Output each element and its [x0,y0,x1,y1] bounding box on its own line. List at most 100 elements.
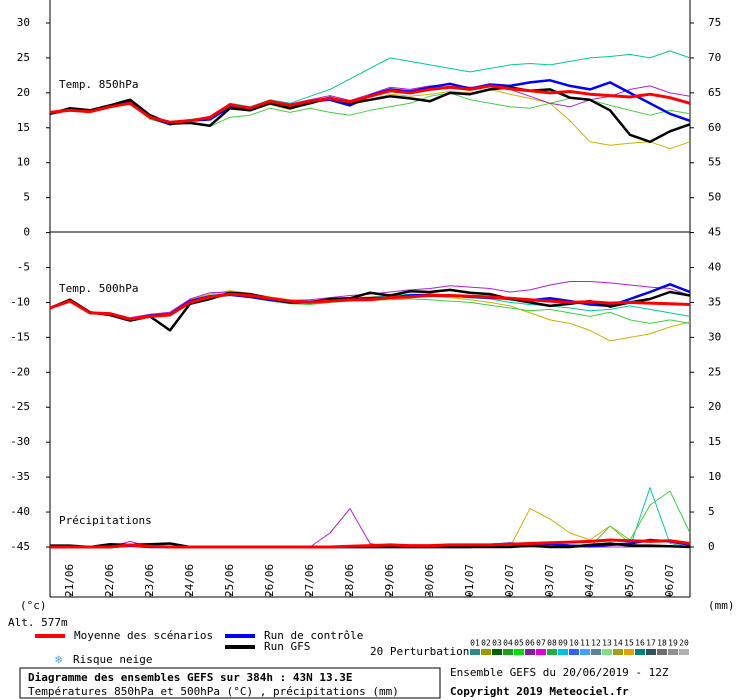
member-label: 07 [536,639,546,648]
y2-tick-label: 15 [708,435,721,448]
member-label: 19 [668,639,678,648]
members-label: 20 Perturbations [370,645,476,658]
y-tick-label: -35 [10,470,30,483]
y-tick-label: 0 [23,226,30,239]
member-swatch [503,649,513,655]
y2-tick-label: 20 [708,400,721,413]
legend-label: Run GFS [264,640,310,653]
x-tick-label: 05/07 [623,564,636,597]
series-line [50,538,691,549]
member-label: 05 [514,639,524,648]
y2-tick-label: 70 [708,51,721,64]
x-tick-label: 25/06 [223,564,236,597]
member-swatch [525,649,535,655]
member-label: 17 [646,639,656,648]
y2-tick-label: 10 [708,470,721,483]
y2-tick-label: 30 [708,330,721,343]
x-tick-label: 30/06 [423,564,436,597]
member-label: 10 [569,639,579,648]
member-label: 12 [591,639,601,648]
y2-tick-label: 40 [708,261,721,274]
y-tick-label: -30 [10,435,30,448]
x-tick-label: 23/06 [143,564,156,597]
member-swatch [569,649,579,655]
panel-label: Précipitations [59,514,152,527]
chart-subtitle: Températures 850hPa et 500hPa (°C) , pré… [28,685,399,698]
member-label: 04 [503,639,513,648]
x-tick-label: 29/06 [383,564,396,597]
chart-title: Diagramme des ensembles GEFS sur 384h : … [28,671,353,684]
y2-tick-label: 25 [708,365,721,378]
y2-tick-label: 35 [708,295,721,308]
y-tick-label: 15 [17,121,30,134]
x-tick-label: 03/07 [543,564,556,597]
x-tick-label: 06/07 [663,564,676,597]
y-tick-label: 20 [17,86,30,99]
member-label: 15 [624,639,634,648]
member-swatch [481,649,491,655]
y-tick-label: 30 [17,16,30,29]
y2-tick-label: 55 [708,156,721,169]
x-tick-label: 21/06 [63,564,76,597]
member-swatch [514,649,524,655]
x-tick-label: 24/06 [183,564,196,597]
y2-tick-label: 45 [708,226,721,239]
title-box [19,667,441,699]
x-tick-label: 26/06 [263,564,276,597]
y-tick-label: -5 [17,261,30,274]
member-label: 06 [525,639,535,648]
member-label: 09 [558,639,568,648]
member-swatch [536,649,546,655]
member-swatch [591,649,601,655]
member-swatch [602,649,612,655]
member-label: 08 [547,639,557,648]
legend-label: Run de contrôle [264,629,363,642]
member-swatch [668,649,678,655]
run-info: Ensemble GEFS du 20/06/2019 - 12Z [450,666,669,679]
member-label: 20 [679,639,689,648]
member-swatch [558,649,568,655]
series-line [49,84,691,124]
y2-tick-label: 50 [708,191,721,204]
y-tick-label: -40 [10,505,30,518]
x-tick-label: 01/07 [463,564,476,597]
member-swatch [624,649,634,655]
y-tick-label: -25 [10,400,30,413]
x-tick-label: 22/06 [103,564,116,597]
member-label: 13 [602,639,612,648]
member-swatch [547,649,557,655]
altitude: Alt. 577m [8,616,68,629]
member-label: 03 [492,639,502,648]
member-label: 02 [481,639,491,648]
member-swatch [470,649,480,655]
y-tick-label: -20 [10,365,30,378]
member-label: 16 [635,639,645,648]
y2-tick-label: 65 [708,86,721,99]
member-label: 18 [657,639,667,648]
member-swatch [580,649,590,655]
series-line [49,281,691,319]
y-tick-label: -15 [10,330,30,343]
x-tick-label: 04/07 [583,564,596,597]
y-tick-label: 25 [17,51,30,64]
member-swatch [646,649,656,655]
snow-icon: ❄ [55,653,62,667]
x-tick-label: 02/07 [503,564,516,597]
member-swatch [679,649,689,655]
y-tick-label: -10 [10,295,30,308]
y2-tick-label: 0 [708,540,715,553]
series-line [49,92,691,127]
unit-right: (mm) [708,599,735,612]
x-tick-label: 27/06 [303,564,316,597]
unit-left: (°c) [20,599,47,612]
member-label: 11 [580,639,590,648]
member-swatch [657,649,667,655]
y-tick-label: 10 [17,156,30,169]
member-swatch [492,649,502,655]
copyright: Copyright 2019 Meteociel.fr [450,685,629,698]
member-label: 14 [613,639,623,648]
panel-label: Temp. 500hPa [59,282,138,295]
member-swatch [613,649,623,655]
snow-label: Risque neige [73,653,152,666]
